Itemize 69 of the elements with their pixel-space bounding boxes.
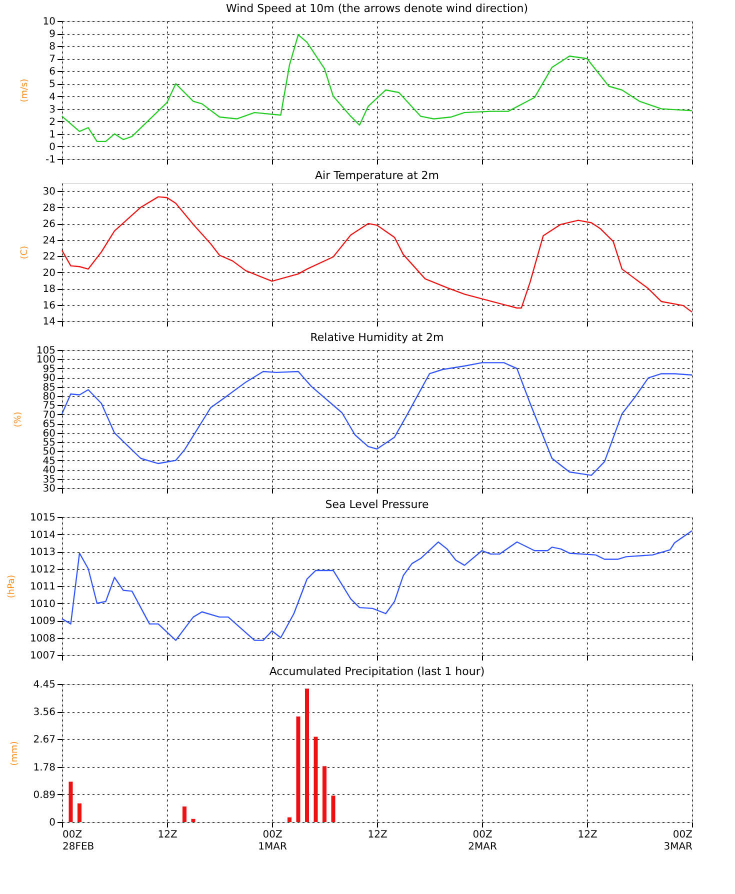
x-tick-label: 12Z <box>368 830 388 840</box>
chart-title: Sea Level Pressure <box>325 498 429 511</box>
y-tick-label: 1015 <box>30 512 56 524</box>
y-axis-title: (m/s) <box>20 78 30 102</box>
x-tick-label: 00Z 1MAR <box>258 830 287 852</box>
y-tick-label: 2 <box>49 116 56 128</box>
y-tick-label: 85 <box>42 382 56 394</box>
y-tick-label: 24 <box>42 235 56 246</box>
y-tick-label: 55 <box>42 438 56 448</box>
y-tick-label: 1009 <box>30 616 56 627</box>
chart-title: Accumulated Precipitation (last 1 hour) <box>269 665 485 678</box>
y-tick-label: 1 <box>49 129 56 140</box>
y-tick-label: 30 <box>42 186 56 198</box>
y-tick-label: 95 <box>42 364 56 375</box>
y-tick-label: 1011 <box>30 582 56 592</box>
y-tick-label: 5 <box>49 79 56 90</box>
y-tick-label: 10 <box>42 16 56 28</box>
x-tick-label: 12Z <box>158 830 178 840</box>
y-tick-label: 40 <box>42 465 56 476</box>
y-tick-label: 100 <box>36 354 56 366</box>
chart-title: Relative Humidity at 2m <box>310 331 444 344</box>
y-tick-label: 8 <box>49 42 56 53</box>
y-tick-label: 22 <box>42 252 56 263</box>
y-tick-label: -1 <box>46 154 56 166</box>
y-tick-label: 16 <box>42 300 56 312</box>
y-tick-label: 20 <box>42 268 56 279</box>
y-tick-label: 1014 <box>30 530 56 541</box>
y-tick-label: 75 <box>42 400 56 412</box>
y-tick-label: 35 <box>42 474 56 486</box>
y-tick-label: 1.78 <box>33 762 56 774</box>
y-axis-title: (C) <box>20 246 30 260</box>
y-tick-label: 1012 <box>30 564 56 576</box>
y-tick-label: 65 <box>42 419 56 430</box>
y-tick-label: 80 <box>42 392 56 402</box>
y-tick-label: 28 <box>42 202 56 214</box>
y-tick-label: 3.56 <box>33 707 56 718</box>
y-tick-label: 9 <box>49 29 56 40</box>
y-tick-label: 6 <box>49 66 56 78</box>
y-tick-label: 0 <box>49 818 56 828</box>
y-tick-label: 14 <box>42 316 56 328</box>
y-axis-title: (hPa) <box>7 574 18 598</box>
y-tick-label: 1010 <box>30 598 56 610</box>
y-tick-label: 3 <box>49 104 56 116</box>
y-tick-label: 60 <box>42 428 56 440</box>
y-axis-title: (mm) <box>10 741 20 766</box>
y-tick-label: 30 <box>42 484 56 494</box>
y-tick-label: 2.67 <box>33 734 56 746</box>
y-tick-label: 26 <box>42 219 56 230</box>
y-tick-label: 1008 <box>30 633 56 644</box>
y-tick-label: 1007 <box>30 650 56 662</box>
y-tick-label: 4.45 <box>33 680 56 690</box>
y-tick-label: 1013 <box>30 547 56 558</box>
x-tick-label: 00Z 2MAR <box>468 830 497 852</box>
y-tick-label: 105 <box>36 346 56 356</box>
chart-title: Wind Speed at 10m (the arrows denote wind direction) <box>226 2 528 15</box>
y-tick-label: 50 <box>42 446 56 458</box>
y-tick-label: 0.89 <box>33 790 56 801</box>
x-tick-label: 00Z 28FEB <box>62 830 94 852</box>
y-tick-label: 45 <box>42 456 56 467</box>
y-tick-label: 0 <box>49 142 56 153</box>
y-tick-label: 4 <box>49 92 56 103</box>
y-tick-label: 7 <box>49 54 56 66</box>
y-tick-label: 90 <box>42 373 56 384</box>
chart-title: Air Temperature at 2m <box>314 169 440 182</box>
x-tick-label: 00Z 3MAR <box>664 830 693 852</box>
y-tick-label: 18 <box>42 284 56 296</box>
y-axis-title: (%) <box>13 412 24 428</box>
y-tick-label: 70 <box>42 410 56 421</box>
x-tick-label: 12Z <box>578 830 598 840</box>
